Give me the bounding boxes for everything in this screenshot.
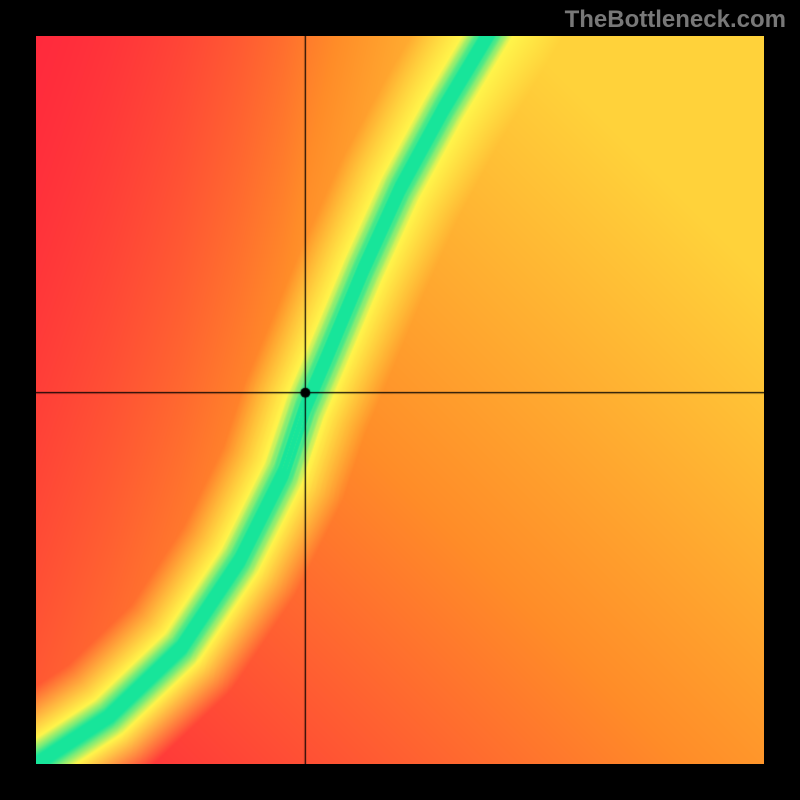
watermark-text: TheBottleneck.com bbox=[565, 6, 786, 34]
chart-container: TheBottleneck.com bbox=[0, 0, 800, 800]
bottleneck-heatmap bbox=[36, 36, 764, 764]
